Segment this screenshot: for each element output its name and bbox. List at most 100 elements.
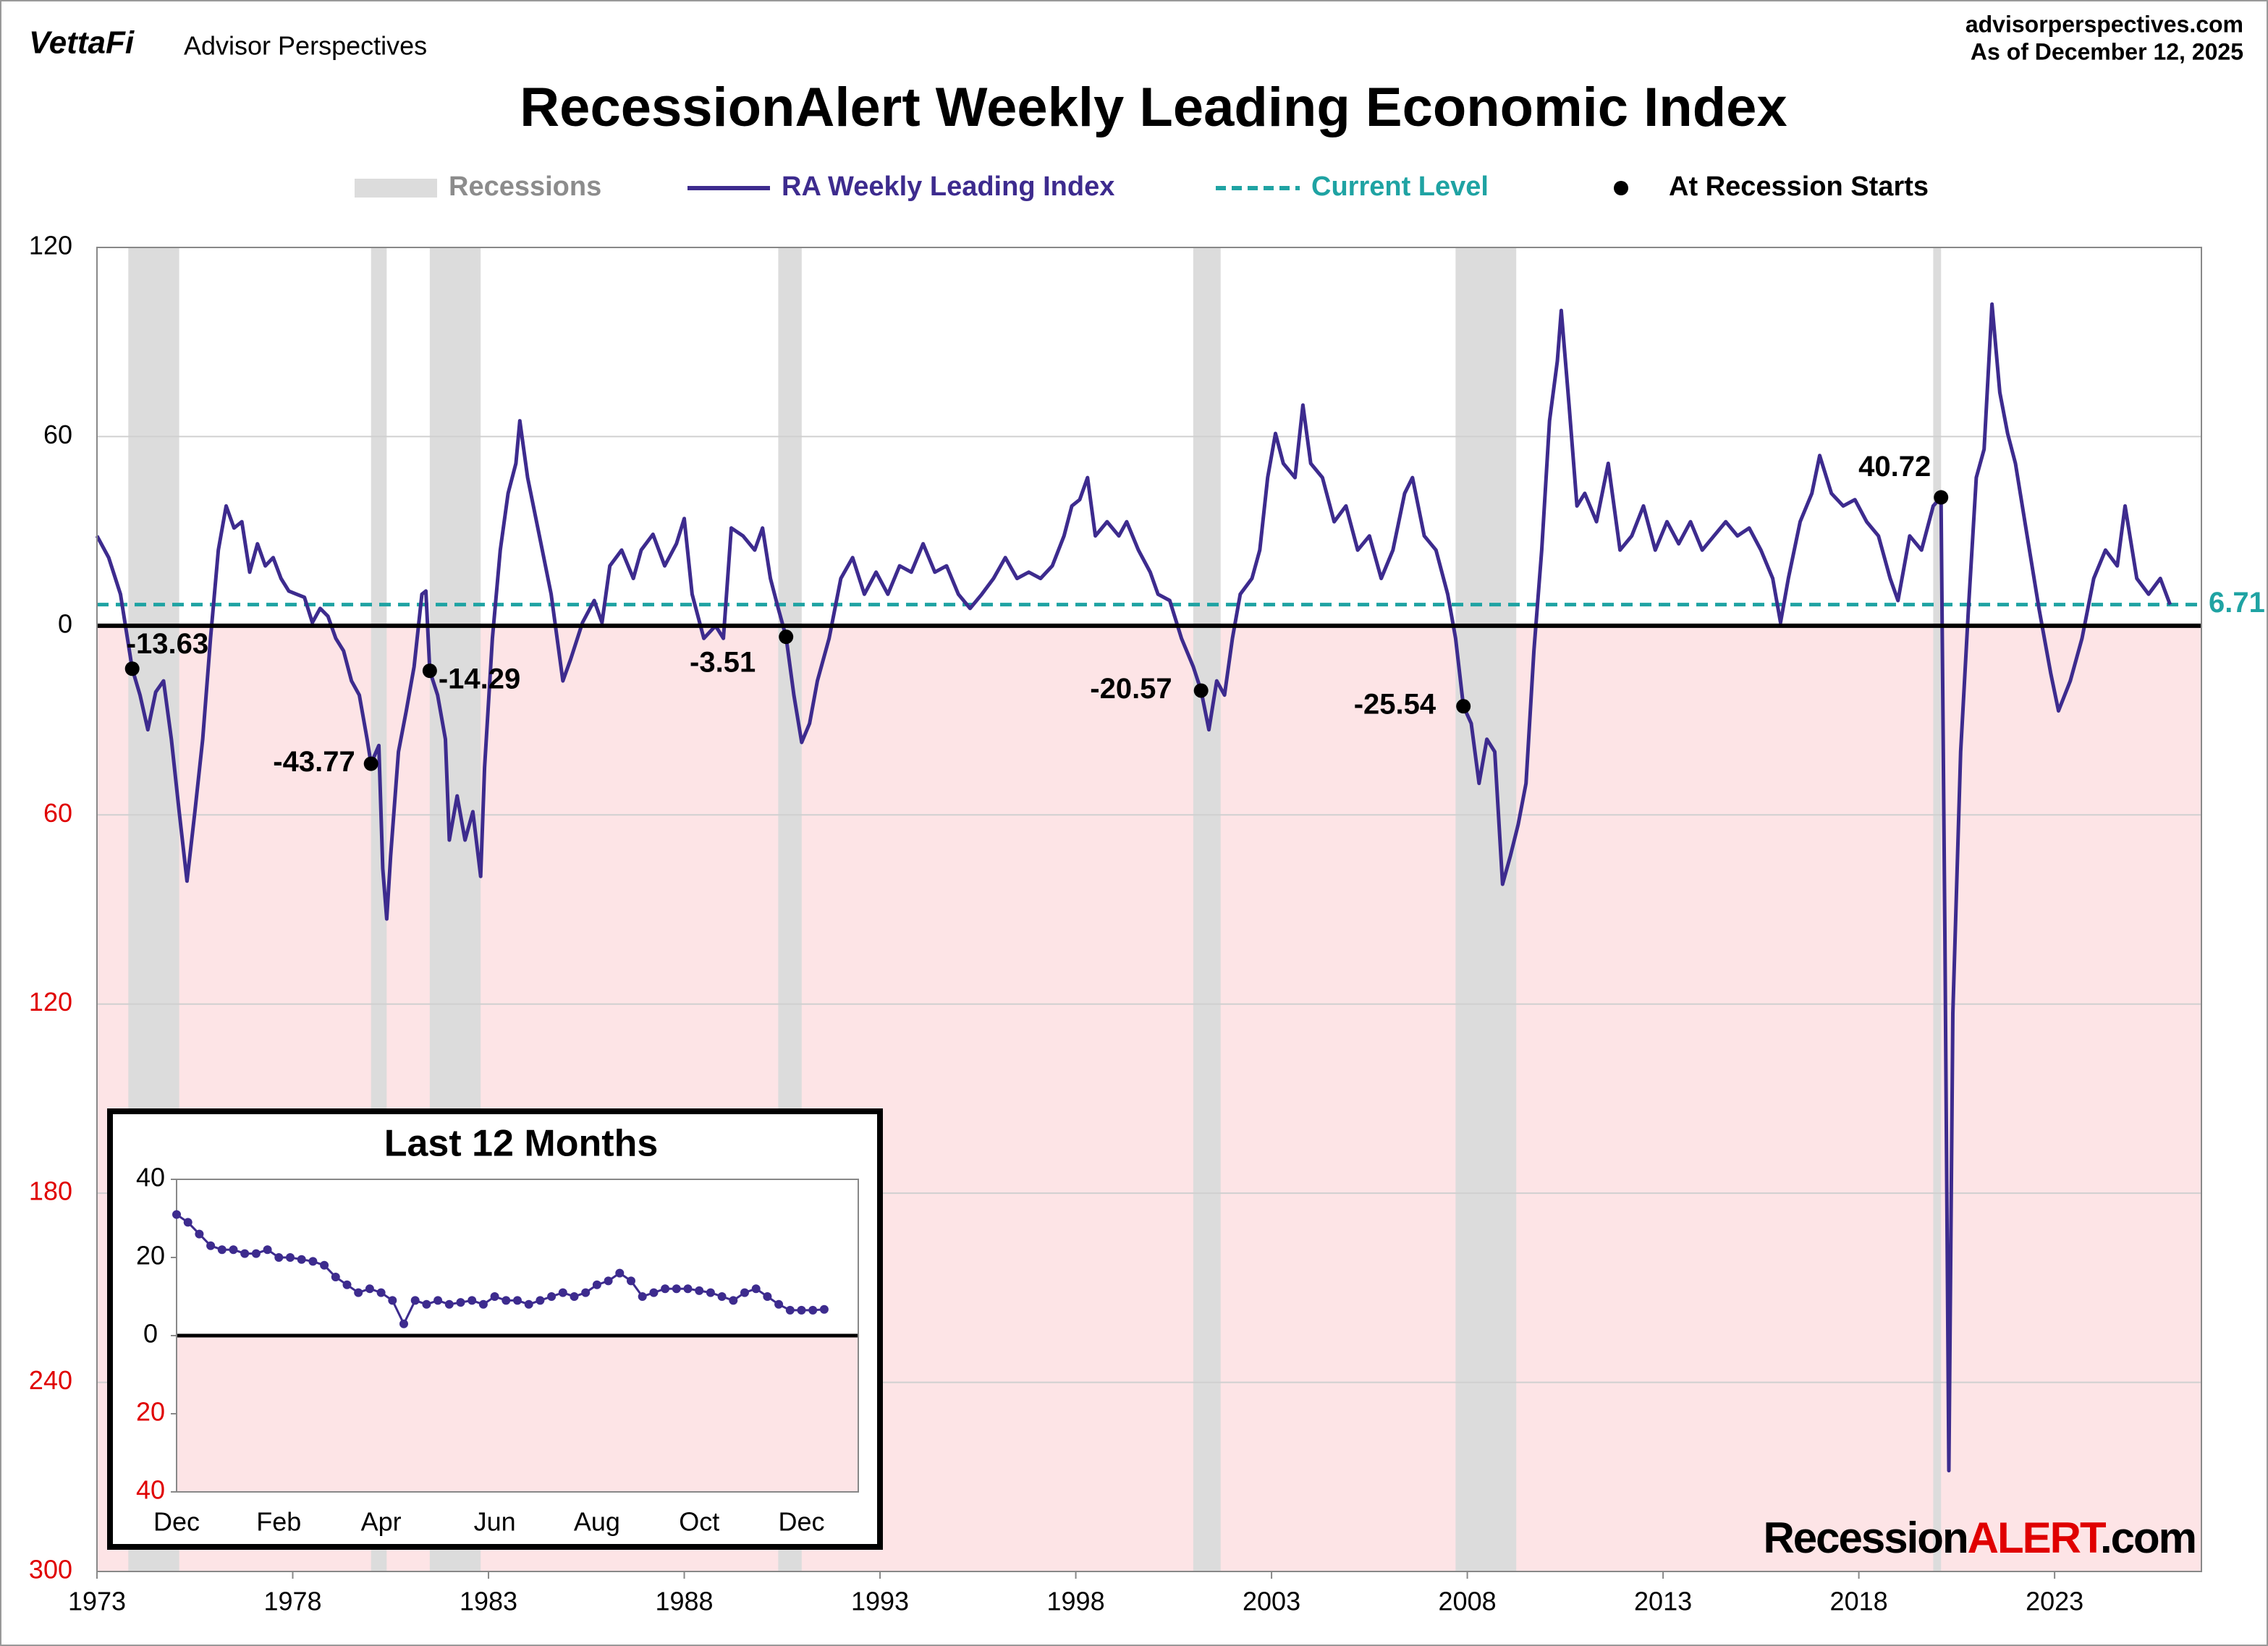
recession-start-label: -43.77	[273, 746, 355, 778]
point	[354, 1288, 363, 1297]
point	[740, 1288, 749, 1297]
point	[331, 1273, 340, 1281]
y-tick-label: 20	[136, 1397, 165, 1427]
y-tick-label: 0	[58, 608, 72, 638]
x-tick-label: 1978	[263, 1587, 321, 1616]
plot-border	[96, 247, 2202, 1572]
point	[819, 1305, 829, 1314]
point	[274, 1253, 284, 1262]
point	[604, 1276, 613, 1286]
legend: Recessions RA Weekly Leading Index Current…	[355, 171, 1929, 202]
point	[797, 1305, 806, 1315]
point	[490, 1292, 499, 1301]
point	[229, 1245, 238, 1255]
x-tick-label: 1998	[1047, 1587, 1105, 1616]
point	[467, 1296, 477, 1305]
point	[422, 1299, 431, 1309]
point	[444, 1299, 454, 1309]
point	[558, 1288, 567, 1297]
recession-start-label: -25.54	[1354, 689, 1436, 721]
point	[206, 1241, 216, 1250]
recession-start-dot	[363, 756, 378, 771]
point	[365, 1284, 374, 1294]
inset-title: Last 12 Months	[384, 1123, 659, 1165]
point	[172, 1210, 181, 1219]
y-tick-label: 180	[29, 1176, 72, 1206]
x-tick-label: Aug	[574, 1507, 620, 1537]
y-tick-label: 60	[43, 420, 72, 449]
point	[320, 1260, 329, 1270]
publisher: Advisor Perspectives	[184, 31, 427, 61]
series-line	[176, 1213, 825, 1327]
series-line	[95, 302, 2172, 1473]
point	[376, 1288, 386, 1297]
point	[695, 1286, 704, 1295]
point	[478, 1299, 488, 1309]
y-tick-label: 40	[136, 1475, 165, 1505]
point	[183, 1218, 192, 1227]
recession-band	[1193, 247, 1221, 1571]
recession-band	[1455, 247, 1517, 1571]
recession-start-dot	[1193, 683, 1209, 698]
x-tick-label: 1988	[655, 1587, 713, 1616]
x-tick-label: 2013	[1634, 1587, 1692, 1616]
point	[399, 1319, 408, 1328]
recession-start-dot	[124, 661, 140, 676]
x-tick-label: 2023	[2026, 1587, 2083, 1616]
point	[297, 1255, 306, 1264]
recession-start-dot	[779, 629, 794, 645]
y-tick-label: 40	[136, 1163, 165, 1192]
point	[751, 1284, 761, 1294]
point	[683, 1284, 693, 1294]
recession-start-dot	[1934, 490, 1949, 505]
recession-band	[1933, 247, 1942, 1571]
x-tick-label: Apr	[361, 1507, 402, 1537]
point	[263, 1245, 272, 1255]
x-tick-label: Dec	[778, 1507, 824, 1537]
date: As of December 12, 2025	[1971, 38, 2243, 64]
x-tick-label: Dec	[153, 1507, 200, 1537]
point	[672, 1284, 681, 1294]
point	[251, 1249, 261, 1258]
point	[661, 1284, 670, 1294]
point	[570, 1292, 579, 1301]
recession-start-label: -14.29	[439, 663, 520, 695]
point	[240, 1249, 250, 1258]
plot-border	[176, 1179, 859, 1493]
x-tick-label: 2008	[1439, 1587, 1497, 1616]
negative-region	[177, 1336, 858, 1492]
point	[388, 1296, 397, 1305]
point	[217, 1245, 227, 1255]
point	[286, 1253, 295, 1262]
point	[308, 1257, 318, 1266]
y-tick-label: 0	[143, 1319, 158, 1349]
point	[615, 1268, 625, 1278]
point	[717, 1292, 727, 1301]
recession-start-label: -3.51	[690, 647, 756, 679]
y-tick-label: 120	[29, 987, 72, 1017]
watermark-part: Recession	[1763, 1514, 1967, 1562]
legend-label: Current Level	[1311, 171, 1489, 202]
point	[502, 1296, 511, 1305]
x-tick-label: Oct	[679, 1507, 719, 1537]
x-tick-label: 2003	[1243, 1587, 1300, 1616]
x-tick-label: Feb	[256, 1507, 301, 1537]
point	[785, 1305, 795, 1315]
legend-swatch	[1614, 181, 1628, 195]
logo: VettaFi	[29, 25, 135, 61]
legend-label: RA Weekly Leading Index	[782, 171, 1114, 202]
point	[513, 1296, 522, 1305]
point	[195, 1229, 204, 1239]
point	[774, 1299, 784, 1309]
watermark: RecessionALERT.com	[1763, 1514, 2196, 1562]
y-tick-label: 20	[136, 1241, 165, 1270]
x-tick-label: Jun	[474, 1507, 516, 1537]
current-level-label: 6.71	[2209, 587, 2265, 619]
point	[433, 1296, 443, 1305]
y-tick-label: 60	[43, 798, 72, 828]
legend-label: Recessions	[449, 171, 601, 202]
x-tick-label: 1983	[460, 1587, 517, 1616]
watermark-part: ALERT	[1968, 1514, 2106, 1562]
